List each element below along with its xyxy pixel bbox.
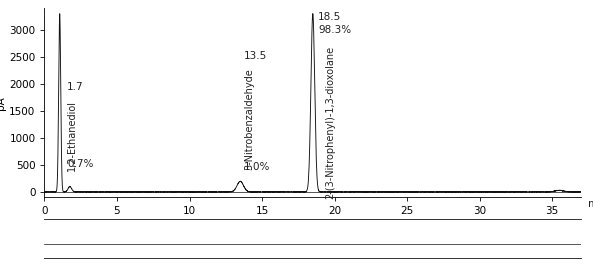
Text: 3-Nitrobenzaldehyde: 3-Nitrobenzaldehyde bbox=[244, 69, 254, 170]
Text: 1.7: 1.7 bbox=[67, 82, 84, 92]
Text: 0.7%: 0.7% bbox=[67, 159, 93, 169]
Text: 1.0%: 1.0% bbox=[244, 162, 270, 172]
Text: 13.5: 13.5 bbox=[244, 51, 267, 61]
Text: 2-(3-Nitrophenyl)-1,3-dioxolane: 2-(3-Nitrophenyl)-1,3-dioxolane bbox=[325, 46, 335, 199]
Y-axis label: pA: pA bbox=[0, 96, 7, 110]
Text: 1,2-Ethanediol: 1,2-Ethanediol bbox=[67, 100, 77, 171]
Text: 18.5: 18.5 bbox=[318, 12, 341, 22]
Text: 98.3%: 98.3% bbox=[318, 25, 351, 35]
Text: min: min bbox=[588, 199, 593, 209]
